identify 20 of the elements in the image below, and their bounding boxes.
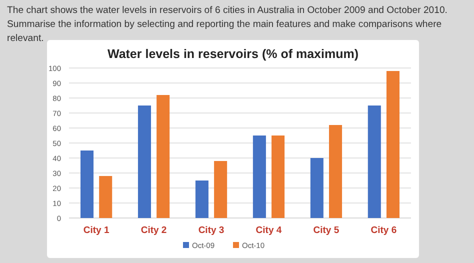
x-tick-label: City 3 xyxy=(198,225,224,236)
x-tick-label: City 5 xyxy=(313,225,340,236)
bar xyxy=(252,136,266,218)
x-tick-label: City 4 xyxy=(256,225,282,236)
bar xyxy=(368,106,381,218)
bar xyxy=(310,158,324,218)
bar xyxy=(214,161,228,218)
x-tick-label: City 2 xyxy=(140,225,167,236)
bar xyxy=(386,71,400,218)
chart-title: Water levels in reservoirs (% of maximum) xyxy=(107,47,359,61)
bar xyxy=(156,95,170,218)
bar xyxy=(99,176,112,218)
x-tick-label: City 1 xyxy=(83,225,110,236)
bar xyxy=(138,106,151,218)
bar xyxy=(329,125,342,218)
bar xyxy=(272,136,285,218)
bar xyxy=(195,180,208,218)
text: The chart shows the water levels in reservoirs of 6 cities in Australia in October 2009 and October 2010. Summarise the information by selecting and reporting the main features and make comparisons where relevant. xyxy=(7,4,448,46)
x-tick-label: City 6 xyxy=(370,225,397,236)
bar xyxy=(80,150,94,218)
